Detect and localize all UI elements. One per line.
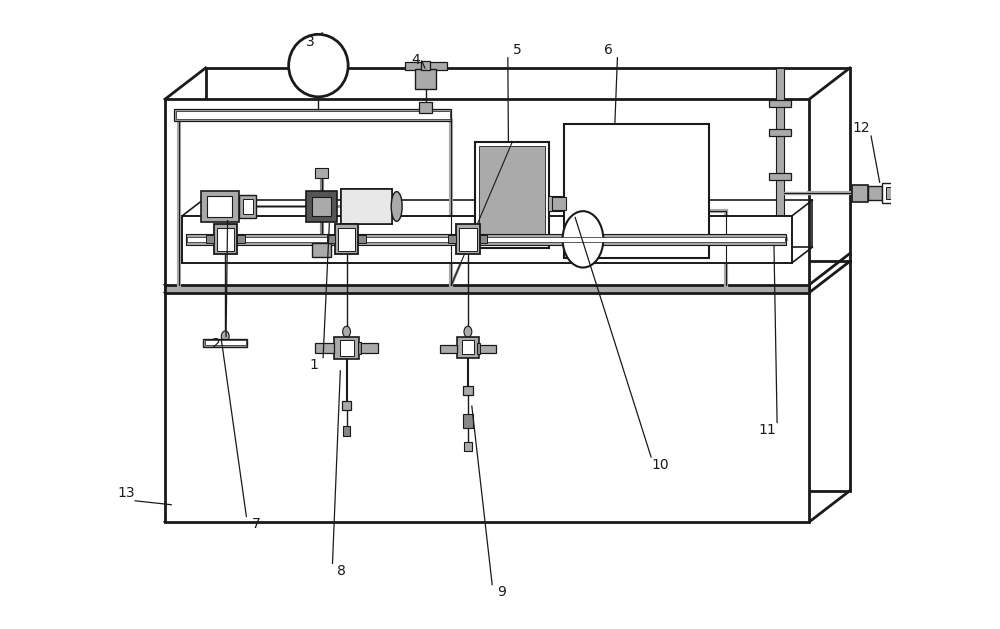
Bar xyxy=(338,228,355,251)
Bar xyxy=(769,173,791,180)
Bar xyxy=(776,68,784,261)
Bar xyxy=(237,235,245,243)
Bar xyxy=(564,123,709,258)
Bar xyxy=(769,100,791,107)
Bar xyxy=(187,237,785,243)
Text: 12: 12 xyxy=(853,121,870,135)
Bar xyxy=(358,235,366,243)
Text: 6: 6 xyxy=(604,43,612,57)
Bar xyxy=(186,234,786,245)
Text: 1: 1 xyxy=(309,359,318,372)
Bar xyxy=(440,345,457,353)
Text: 10: 10 xyxy=(652,458,669,472)
Bar xyxy=(457,337,479,357)
Bar xyxy=(463,386,473,395)
Bar xyxy=(327,235,335,243)
Bar xyxy=(480,235,487,243)
Bar xyxy=(448,235,456,243)
Bar xyxy=(243,199,253,213)
Bar xyxy=(852,184,868,202)
Text: 5: 5 xyxy=(513,43,522,57)
Text: 3: 3 xyxy=(306,35,315,49)
Bar xyxy=(165,99,809,522)
Bar xyxy=(201,191,239,222)
Text: 11: 11 xyxy=(759,423,777,437)
Ellipse shape xyxy=(391,192,402,221)
Bar xyxy=(886,187,895,199)
Bar xyxy=(341,189,392,224)
Bar xyxy=(182,216,792,263)
Bar xyxy=(342,401,351,410)
Bar xyxy=(462,340,474,354)
Bar xyxy=(315,168,328,177)
Bar xyxy=(203,339,247,347)
Bar xyxy=(769,129,791,136)
Bar xyxy=(358,342,361,354)
Bar xyxy=(419,103,432,113)
Bar xyxy=(421,61,430,70)
Bar xyxy=(206,235,214,243)
Ellipse shape xyxy=(221,331,229,342)
Bar xyxy=(207,196,232,216)
Bar xyxy=(312,197,331,216)
Text: 8: 8 xyxy=(337,564,346,578)
Bar xyxy=(477,343,480,354)
Bar xyxy=(463,414,473,428)
Bar xyxy=(165,285,809,292)
Bar xyxy=(334,337,359,359)
Bar xyxy=(405,62,447,70)
Text: 7: 7 xyxy=(251,517,260,532)
Bar xyxy=(548,196,562,211)
Bar xyxy=(214,225,237,254)
Bar xyxy=(335,225,358,254)
Text: 9: 9 xyxy=(497,586,506,599)
Bar xyxy=(340,340,354,356)
Bar xyxy=(217,228,234,251)
Bar xyxy=(206,68,850,491)
Ellipse shape xyxy=(289,35,348,97)
Bar xyxy=(341,189,392,224)
Bar xyxy=(176,111,450,119)
Bar xyxy=(343,426,350,436)
Bar xyxy=(205,340,246,345)
Text: 13: 13 xyxy=(117,486,135,500)
Bar xyxy=(359,343,378,353)
Bar xyxy=(456,225,480,254)
Bar xyxy=(475,142,549,248)
Bar xyxy=(552,198,566,210)
Text: 4: 4 xyxy=(411,53,420,67)
Bar xyxy=(239,195,256,218)
Bar xyxy=(882,183,899,203)
Text: 2: 2 xyxy=(212,337,221,351)
Ellipse shape xyxy=(563,211,603,267)
Ellipse shape xyxy=(464,326,472,337)
Bar xyxy=(315,343,334,353)
Bar xyxy=(415,69,436,89)
Bar xyxy=(479,345,496,353)
Bar xyxy=(306,191,337,222)
Bar xyxy=(174,109,451,121)
Bar xyxy=(464,442,472,452)
Ellipse shape xyxy=(343,326,350,337)
Bar xyxy=(459,228,477,251)
Bar xyxy=(868,186,882,200)
Bar xyxy=(312,243,331,257)
Bar xyxy=(479,146,545,244)
